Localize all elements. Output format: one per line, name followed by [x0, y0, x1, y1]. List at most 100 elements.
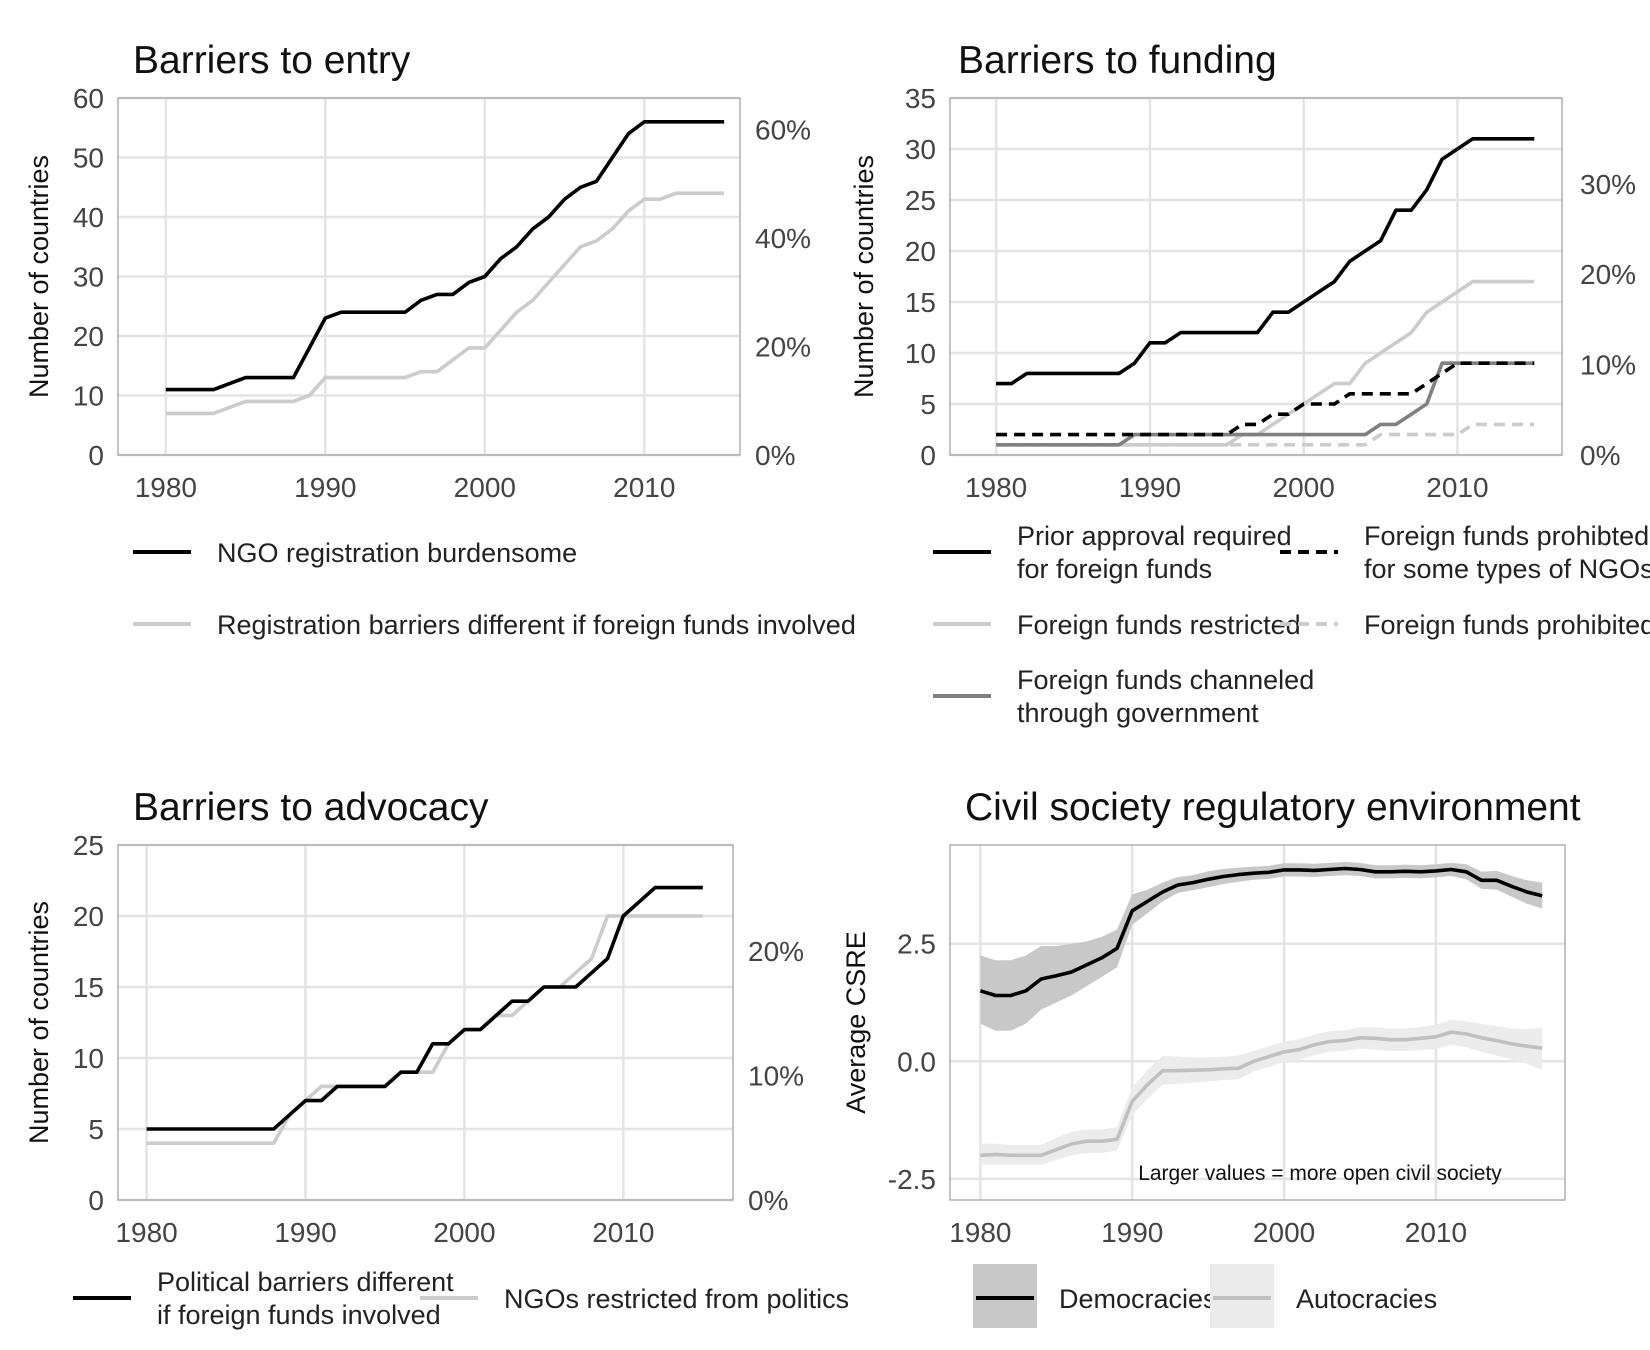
chart-2: Barriers to advocacy 0 5 10 15 20 25 1980 1990 20…	[24, 786, 849, 1330]
x-tick-label: 1980	[115, 1217, 177, 1248]
legend-item: Registration barriers different if forei…	[133, 610, 856, 640]
y-tick-label: 0	[920, 440, 936, 471]
series-line	[146, 885, 703, 1131]
legend-item: NGOs restricted from politics	[420, 1284, 849, 1314]
chart-3: Civil society regulatory environment -2.5…	[841, 786, 1581, 1328]
legend-label: NGO registration burdensome	[217, 538, 577, 568]
series-line	[996, 422, 1535, 447]
chart-0: Barriers to entry 0 10 20 30 40 50 60 1980 1990 20…	[24, 39, 856, 640]
x-tick-label: 2000	[433, 1217, 495, 1248]
y-tick-label: 10	[73, 381, 104, 412]
plot-frame	[949, 97, 1563, 456]
secondary-tick-label: 20%	[1580, 259, 1636, 290]
plot-frame	[117, 844, 734, 1201]
legend-label-line: through government	[1017, 698, 1259, 728]
chart-title: Civil society regulatory environment	[965, 786, 1581, 829]
chart-title: Barriers to funding	[958, 39, 1277, 82]
y-tick-label: 15	[73, 972, 104, 1003]
y-tick-label: 0	[88, 440, 104, 471]
y-tick-label: 30	[905, 134, 936, 165]
y-tick-label: 0	[88, 1185, 104, 1216]
legend-label: Foreign funds prohibted for some types of…	[1364, 521, 1650, 584]
series-line	[980, 1030, 1543, 1158]
legend-item: Foreign funds channeled through governmen…	[933, 665, 1314, 728]
legend-label-line: if foreign funds involved	[157, 1300, 441, 1330]
series-line	[979, 866, 1543, 998]
y-tick-label: 0.0	[897, 1046, 936, 1077]
x-tick-label: 2000	[1273, 472, 1335, 503]
x-tick-label: 1980	[135, 472, 197, 503]
y-tick-label: 30	[73, 262, 104, 293]
confidence-band	[980, 861, 1543, 1031]
y-axis-label: Average CSRE	[841, 931, 871, 1114]
y-axis-label: Number of countries	[849, 155, 879, 398]
chart-annotation: Larger values = more open civil society	[1138, 1162, 1502, 1185]
secondary-tick-label: 10%	[748, 1060, 804, 1091]
legend-item: Foreign funds restricted	[933, 610, 1301, 640]
y-tick-label: 5	[920, 389, 936, 420]
legend-label: Prior approval required for foreign funds	[1017, 521, 1292, 584]
y-tick-label: 20	[73, 901, 104, 932]
confidence-band	[980, 1019, 1543, 1165]
series-line	[996, 137, 1535, 386]
legend-label-line: Foreign funds prohibted	[1364, 521, 1649, 551]
legend-item: Autocracies	[1210, 1264, 1437, 1328]
legend-item: Prior approval required for foreign funds	[933, 521, 1292, 584]
secondary-tick-label: 30%	[1580, 169, 1636, 200]
y-tick-label: 2.5	[897, 929, 936, 960]
x-tick-label: 2010	[1426, 472, 1488, 503]
plot-frame	[949, 844, 1566, 1201]
secondary-tick-label: 10%	[1580, 350, 1636, 381]
x-tick-label: 1990	[1101, 1217, 1163, 1248]
legend-label: Democracies	[1059, 1284, 1217, 1314]
x-tick-label: 1990	[294, 472, 356, 503]
series-line	[996, 361, 1535, 447]
legend-label: Foreign funds restricted	[1017, 610, 1301, 640]
legend-label-line: Political barriers different	[157, 1267, 454, 1297]
x-tick-label: 2000	[1253, 1217, 1315, 1248]
y-tick-label: 50	[73, 143, 104, 174]
chart-title: Barriers to advocacy	[133, 786, 489, 829]
x-tick-label: 2010	[613, 472, 675, 503]
series-line	[165, 120, 725, 392]
y-tick-label: 5	[88, 1114, 104, 1145]
secondary-tick-label: 20%	[748, 936, 804, 967]
legend-label-line: Foreign funds channeled	[1017, 665, 1314, 695]
y-tick-label: 20	[73, 321, 104, 352]
series-line	[165, 191, 725, 416]
legend-label: Registration barriers different if forei…	[217, 610, 856, 640]
legend-label: Foreign funds prohibited	[1364, 610, 1650, 640]
legend-label: Autocracies	[1296, 1284, 1437, 1314]
y-tick-label: 20	[905, 236, 936, 267]
x-tick-label: 2000	[454, 472, 516, 503]
legend-label-line: for foreign funds	[1017, 554, 1212, 584]
y-tick-label: 25	[73, 830, 104, 861]
y-tick-label: 10	[905, 338, 936, 369]
legend-item: Foreign funds prohibited	[1280, 610, 1650, 640]
x-tick-label: 1990	[274, 1217, 336, 1248]
secondary-tick-label: 0%	[748, 1185, 788, 1216]
legend-item: Democracies	[973, 1264, 1217, 1328]
y-tick-label: -2.5	[888, 1164, 936, 1195]
y-tick-label: 10	[73, 1043, 104, 1074]
y-tick-label: 40	[73, 202, 104, 233]
chart-1: Barriers to funding 0 5 10 15 20 25 30 35 1980 199…	[849, 39, 1650, 728]
y-tick-label: 15	[905, 287, 936, 318]
legend-label: Political barriers different if foreign f…	[157, 1267, 454, 1330]
chart-title: Barriers to entry	[133, 39, 411, 82]
y-tick-label: 25	[905, 185, 936, 216]
y-tick-label: 60	[73, 83, 104, 114]
x-tick-label: 2010	[1405, 1217, 1467, 1248]
secondary-tick-label: 0%	[1580, 440, 1620, 471]
legend-label: Foreign funds channeled through governmen…	[1017, 665, 1314, 728]
legend-item: Foreign funds prohibted for some types of…	[1280, 521, 1650, 584]
x-tick-label: 1980	[965, 472, 1027, 503]
x-tick-label: 1980	[949, 1217, 1011, 1248]
series-line	[146, 914, 703, 1145]
legend-label-line: Prior approval required	[1017, 521, 1292, 551]
y-axis-label: Number of countries	[24, 155, 54, 398]
secondary-tick-label: 20%	[755, 331, 811, 362]
series-line	[996, 361, 1535, 437]
legend-item: Political barriers different if foreign f…	[73, 1267, 454, 1330]
